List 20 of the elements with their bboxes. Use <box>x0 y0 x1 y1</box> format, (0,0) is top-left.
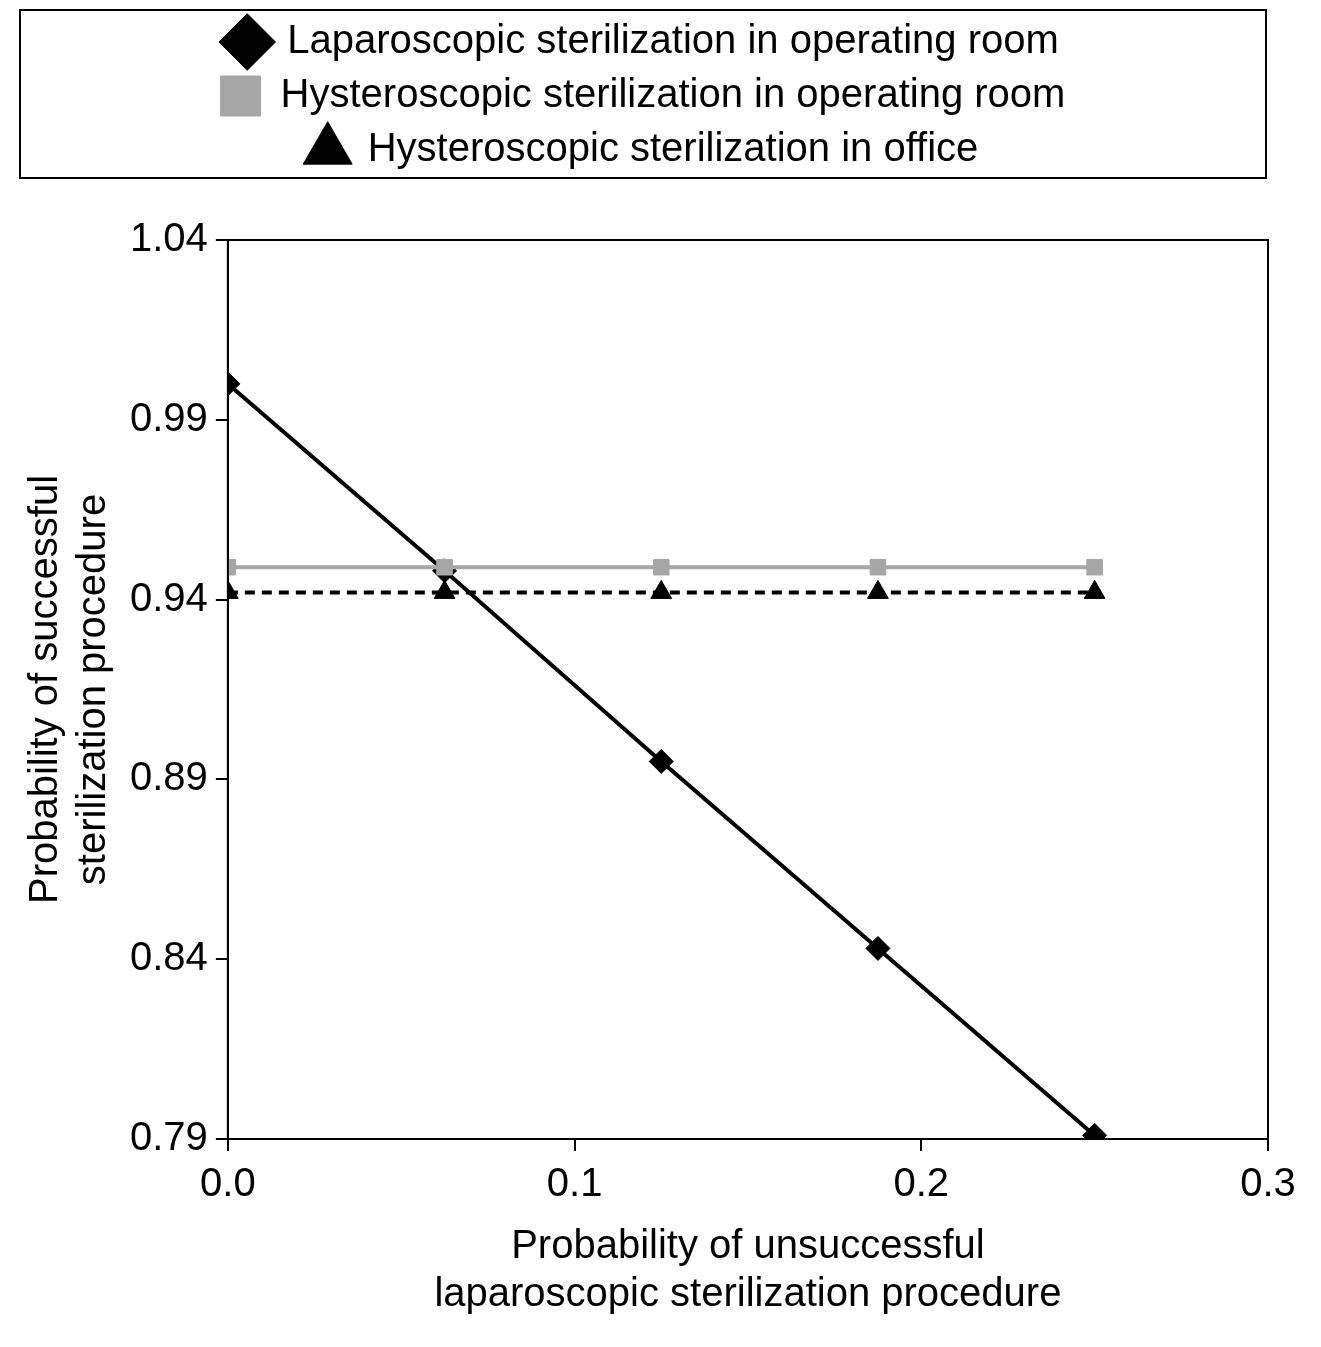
x-tick-label: 0.0 <box>200 1160 256 1205</box>
x-tick-label: 0.1 <box>546 1160 603 1205</box>
legend-label: Hysteroscopic sterilization in operating room <box>280 71 1066 116</box>
point <box>869 558 887 576</box>
y-tick-label: 0.99 <box>129 394 208 439</box>
y-tick-label: 0.79 <box>129 1114 208 1159</box>
legend-label: Hysteroscopic sterilization in office <box>367 125 979 170</box>
y-tick-label: 0.89 <box>129 754 208 799</box>
y-tick-label: 0.84 <box>129 934 208 979</box>
x-tick-label: 0.3 <box>1240 1160 1296 1205</box>
y-axis-title: Probability of successful sterilization procedure <box>21 474 114 905</box>
point <box>652 558 670 576</box>
x-axis-title: Probability of unsuccessful laparoscopic sterilization procedure <box>434 1222 1062 1315</box>
legend-label: Laparoscopic sterilization in operating room <box>287 17 1059 62</box>
y-tick-label: 0.94 <box>129 574 208 619</box>
point <box>865 935 891 961</box>
point <box>1086 558 1103 576</box>
point <box>648 748 674 774</box>
x-tick-label: 0.2 <box>893 1160 950 1205</box>
y-tick-label: 1.04 <box>129 215 208 260</box>
